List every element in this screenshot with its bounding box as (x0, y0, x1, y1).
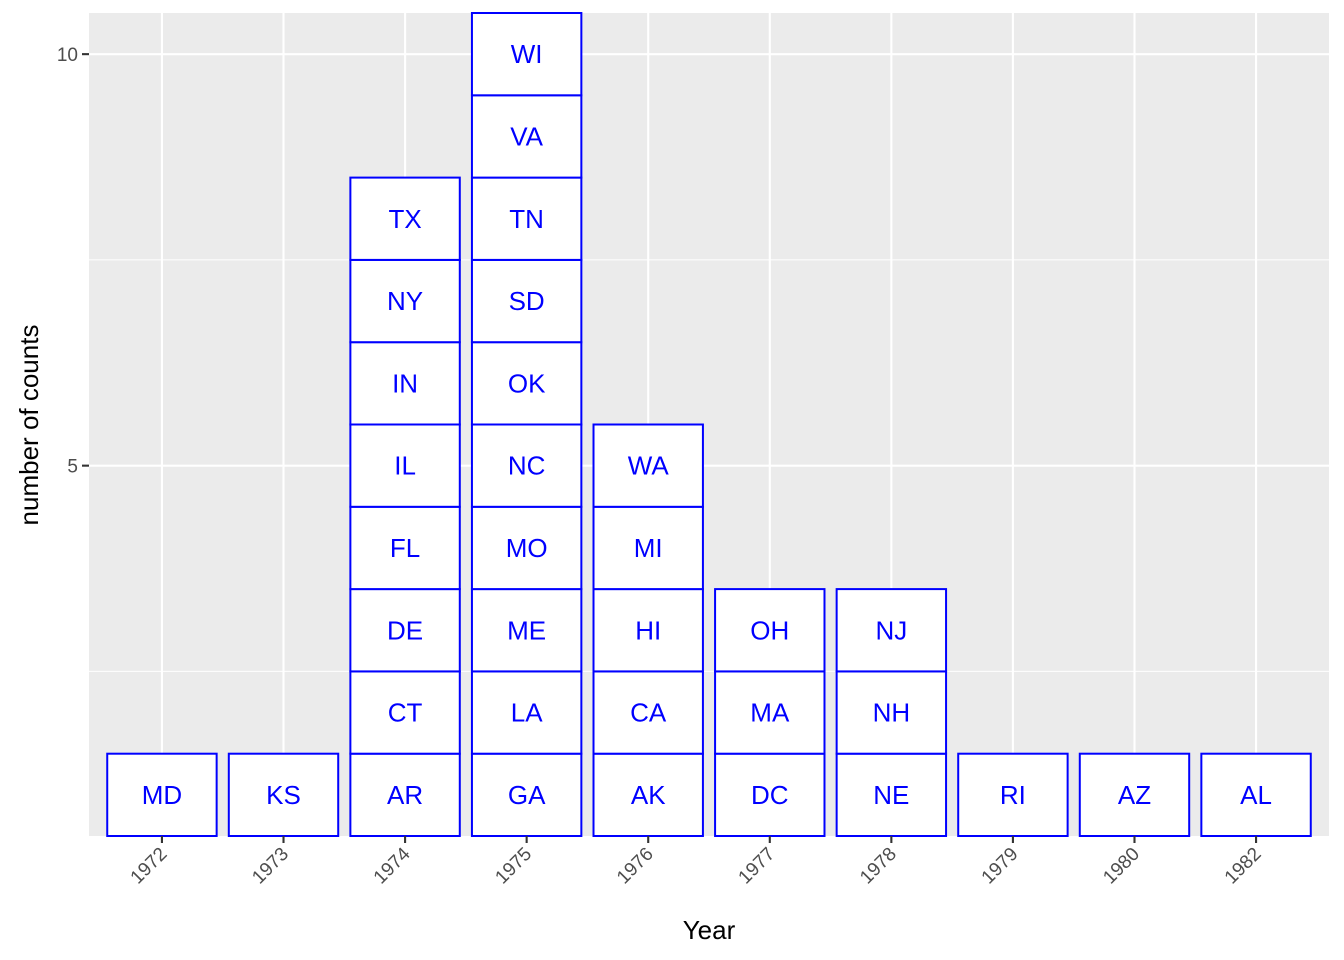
tile-label: CT (388, 698, 423, 728)
tile (835, 588, 948, 673)
tile-label: OK (508, 368, 546, 398)
tiles: MD KS AR CT DE FL IL IN NY TX GA LA ME MO NC OK SD TN VA WI… (106, 12, 1312, 838)
tile-label: DC (751, 780, 789, 810)
tile (349, 423, 461, 508)
x-tick-label: 1974 (370, 843, 415, 888)
tile (106, 752, 218, 838)
x-tick-label: 1976 (613, 844, 658, 889)
tile-label: AR (387, 780, 423, 810)
tile (470, 752, 583, 838)
tile-label: GA (508, 780, 546, 810)
tile-label: CA (630, 698, 667, 728)
x-tick-label: 1973 (248, 844, 293, 889)
x-axis-title: Year (683, 915, 736, 945)
tile-label: NJ (875, 615, 907, 645)
tile-label: FL (390, 533, 420, 563)
plot-panel (89, 13, 1329, 836)
x-tick-label: 1978 (856, 844, 901, 889)
tile-label: TX (388, 204, 421, 234)
tile (714, 588, 826, 673)
tile (349, 752, 461, 838)
tile-label: WA (628, 451, 670, 481)
grid-lines (89, 13, 1329, 836)
tile-label: IN (392, 368, 418, 398)
tile (227, 752, 340, 838)
tile-label: NH (873, 698, 911, 728)
tile-label: IL (394, 451, 416, 481)
tile (470, 505, 583, 591)
tile-label: MD (142, 780, 182, 810)
tile (1078, 752, 1191, 838)
x-tick-label: 1972 (127, 844, 172, 889)
tile (349, 505, 461, 591)
tile-label: AK (631, 780, 666, 810)
tile-label: WI (511, 39, 543, 69)
tile-label: LA (511, 698, 543, 728)
y-axis-title: number of counts (14, 325, 44, 526)
tile-label: KS (266, 780, 301, 810)
tile (835, 752, 948, 838)
tile (592, 423, 704, 508)
tile (714, 670, 826, 755)
tile (714, 752, 826, 838)
tile-label: RI (1000, 780, 1026, 810)
tile-label: DE (387, 615, 423, 645)
tile (592, 505, 704, 591)
tile (592, 670, 704, 755)
tile-label: MI (634, 533, 663, 563)
tile-label: NE (873, 780, 909, 810)
tile-label: SD (509, 286, 545, 316)
tile-label: MO (506, 533, 548, 563)
x-tick-label: 1979 (978, 844, 1023, 889)
tile-label: NY (387, 286, 423, 316)
tile (470, 12, 583, 97)
tile (349, 588, 461, 673)
tile (470, 670, 583, 755)
tile-label: OH (750, 615, 789, 645)
tile-label: NC (508, 451, 546, 481)
tile-label: AZ (1118, 780, 1151, 810)
x-tick-label: 1982 (1221, 844, 1266, 889)
y-tick-label: 5 (67, 457, 78, 478)
tile (349, 670, 461, 755)
tile (349, 176, 461, 261)
tile-label: AL (1240, 780, 1272, 810)
x-tick-label: 1975 (491, 844, 536, 889)
tile (349, 258, 461, 344)
tile (957, 752, 1069, 838)
tile-label: TN (509, 204, 544, 234)
tile-label: ME (507, 615, 546, 645)
tile (470, 341, 583, 426)
tile (470, 176, 583, 261)
y-tick-label: 10 (57, 45, 78, 66)
tile-label: HI (635, 615, 661, 645)
tile-label: VA (510, 121, 543, 151)
x-tick-label: 1980 (1099, 844, 1144, 889)
tile (1200, 752, 1312, 838)
tile (349, 341, 461, 426)
tile-label: MA (750, 698, 790, 728)
x-tick-label: 1977 (735, 844, 780, 889)
tile (835, 670, 948, 755)
